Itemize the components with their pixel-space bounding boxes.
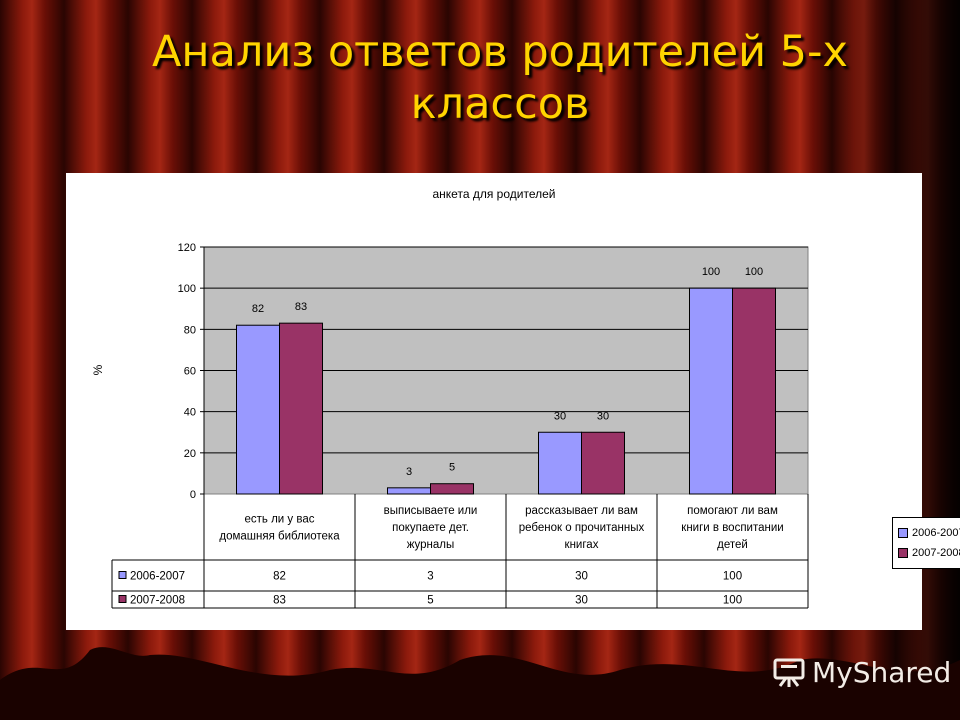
legend-swatch-2007-2008 [898,548,908,559]
table-value: 82 [273,571,286,583]
bar [581,431,625,495]
presentation-board-icon [773,658,805,687]
category-label: детей [717,539,748,551]
table-value: 30 [575,595,588,607]
y-tick-label: 20 [184,448,196,460]
table-value: 3 [427,571,433,583]
category-label: есть ли у вас [245,514,315,526]
data-label: 83 [295,301,307,313]
table-legend-swatch [118,595,127,603]
data-label: 100 [745,266,763,278]
category-label: рассказывает ли вам [525,505,638,517]
data-label: 30 [554,410,566,422]
bar [732,287,776,495]
category-label: книгах [565,539,599,551]
bar [236,324,280,495]
legend-label-2007-2008: 2007-2008 [912,547,960,560]
y-tick-label: 100 [178,283,196,295]
category-label: книги в воспитании [681,522,783,534]
y-tick-label: 0 [190,489,196,501]
data-label: 30 [597,410,609,422]
bar [387,487,431,495]
table-value: 5 [427,595,433,607]
category-label: ребенок о прочитанных [519,522,645,534]
legend-item-2007-2008: 2007-2008 [898,545,960,561]
data-label: 82 [252,303,264,315]
category-label: помогают ли вам [687,505,778,517]
bar-chart: 0 20 40 60 80 100 120 анкета для родителей% 82 83… [91,187,809,609]
data-label: 5 [449,462,455,474]
table-value: 100 [723,595,742,607]
data-label: 3 [406,466,412,478]
y-tick-label: 120 [178,242,196,254]
y-axis-label: % [91,364,105,375]
chart-panel: 0 20 40 60 80 100 120 анкета для родителей% 82 83… [66,173,960,630]
y-tick-label: 60 [184,366,196,378]
category-label: домашняя библиотека [219,531,340,543]
bar [279,322,323,495]
legend-label-2006-2007: 2006-2007 [912,527,960,540]
table-value: 100 [723,571,742,583]
table-series-name: 2006-2007 [130,571,185,583]
data-label: 100 [702,266,720,278]
category-label: покупаете дет. [392,522,469,534]
category-label: выписываете или [384,505,478,517]
chart-legend: 2006-2007 2007-2008 [892,517,960,569]
bar [430,483,474,495]
table-legend-swatch [118,571,127,579]
table-value: 83 [273,595,286,607]
category-label: журналы [407,539,455,551]
y-tick-label: 80 [184,324,196,336]
bar [538,431,582,495]
legend-swatch-2006-2007 [898,528,908,539]
bar [689,287,733,495]
y-tick-label: 40 [184,407,196,419]
table-series-name: 2007-2008 [130,595,185,607]
chart-title: анкета для родителей [433,187,556,201]
legend-item-2006-2007: 2006-2007 [898,525,960,541]
slide-title: Анализ ответов родителей 5-х классов [151,27,849,129]
table-value: 30 [575,571,588,583]
watermark-text: MyShared [812,656,952,689]
